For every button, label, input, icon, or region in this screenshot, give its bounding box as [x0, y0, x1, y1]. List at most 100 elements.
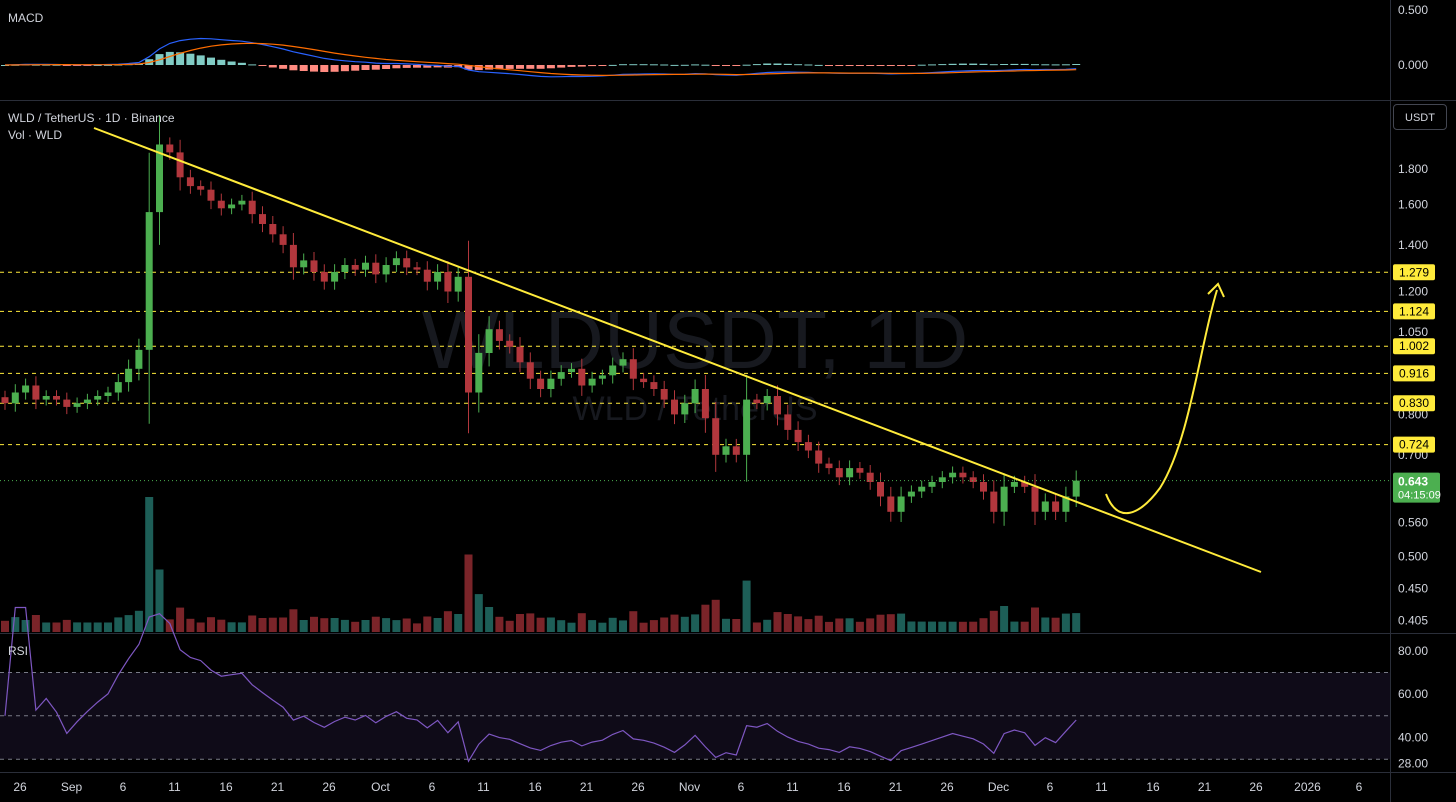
- candle-body: [938, 477, 946, 482]
- price-tick-label: 0.500: [1398, 550, 1428, 564]
- macd-histogram-bar: [711, 65, 720, 66]
- projection-arrow[interactable]: [1105, 289, 1218, 515]
- volume-bar: [1, 620, 9, 632]
- volume-bar: [145, 497, 154, 632]
- volume-bar: [752, 622, 761, 632]
- level-tag-label: 1.279: [1399, 265, 1429, 279]
- candle-body: [11, 392, 19, 404]
- macd-histogram-bar: [649, 64, 658, 66]
- candle-body: [846, 468, 854, 478]
- volume-bar: [258, 618, 267, 632]
- volume-bar: [526, 613, 535, 632]
- descending-trendline[interactable]: [93, 127, 1262, 573]
- volume-bar: [639, 622, 648, 632]
- volume-bar: [814, 615, 823, 632]
- watermark-symbol: WLDUSDT, 1D: [422, 295, 969, 386]
- volume-bar: [773, 612, 782, 632]
- macd-histogram-bar: [217, 59, 226, 65]
- time-tick-label: 26: [940, 780, 954, 794]
- candle-body: [774, 396, 781, 415]
- macd-histogram-bar: [1031, 64, 1039, 66]
- time-tick-label: 6: [738, 780, 745, 794]
- volume-bar: [1041, 617, 1050, 632]
- volume-bar: [1031, 607, 1039, 632]
- volume-bar: [237, 622, 246, 632]
- time-tick-label: 16: [219, 780, 233, 794]
- candle-body: [691, 389, 699, 404]
- volume-bar: [660, 617, 669, 632]
- time-tick-label: 6: [120, 780, 127, 794]
- volume-bar: [928, 621, 936, 632]
- candle-body: [341, 265, 349, 272]
- macd-histogram-bar: [928, 64, 936, 66]
- candle-body: [32, 385, 40, 400]
- candle-body: [382, 265, 390, 275]
- volume-bar: [577, 613, 586, 632]
- candle-body: [712, 418, 720, 455]
- candle-body: [506, 340, 514, 347]
- chart-title[interactable]: WLD / TetherUS · 1D · Binance: [8, 111, 175, 125]
- macd-histogram-bar: [979, 63, 988, 65]
- candle-body: [907, 491, 915, 497]
- time-tick-label: 21: [271, 780, 285, 794]
- volume-bar: [279, 617, 288, 632]
- level-tag-label: 0.830: [1399, 396, 1429, 410]
- time-axis[interactable]: 26 Sep 6 11 16 21 26 Oct 6 11 16 21 26 Nov 6 11 16 21 26 De…: [13, 780, 1362, 794]
- candle-body: [609, 365, 617, 376]
- volume-bar: [845, 618, 854, 632]
- volume-bar: [176, 607, 185, 632]
- macd-tick-label: 0.500: [1398, 3, 1428, 17]
- level-tag: [1393, 264, 1435, 281]
- rsi-tick-label: 28.00: [1398, 757, 1428, 771]
- macd-histogram-bar: [320, 65, 329, 72]
- time-tick-label: 6: [1356, 780, 1363, 794]
- candle-body: [732, 446, 740, 455]
- volume-bar: [93, 622, 102, 632]
- macd-histogram-bar: [752, 64, 761, 66]
- volume-bar: [680, 616, 689, 632]
- volume-bar: [536, 617, 545, 632]
- candle-body: [619, 359, 627, 366]
- macd-histogram-bar: [526, 65, 535, 69]
- volume-bar: [608, 617, 617, 632]
- volume-bar: [958, 621, 967, 632]
- volume-bar: [619, 620, 627, 632]
- price-axis[interactable]: 1.8001.6001.4001.2001.0500.8000.7000.560…: [1398, 162, 1428, 628]
- candle-body: [289, 244, 297, 268]
- candle-body: [454, 276, 462, 292]
- macd-histogram-bar: [814, 64, 823, 66]
- macd-histogram-bar: [897, 65, 906, 66]
- macd-histogram-bar: [176, 52, 185, 65]
- candle-body: [156, 144, 163, 213]
- volume-bar: [1000, 606, 1009, 632]
- candle-body: [434, 272, 442, 282]
- level-price-tags: 1.279 1.124 1.002 0.916 0.830 0.724: [1393, 264, 1435, 453]
- candle-body: [815, 450, 823, 464]
- macd-histogram-bar: [351, 65, 360, 71]
- macd-histogram-bar: [402, 65, 411, 68]
- macd-histogram-bar: [917, 64, 926, 66]
- volume-bar: [742, 580, 751, 632]
- macd-axis: 0.500 0.000: [1398, 3, 1428, 72]
- volume-bar: [1051, 617, 1060, 632]
- bar-countdown: 04:15:09: [1398, 490, 1441, 502]
- candle-body: [629, 359, 637, 379]
- rsi-tick-label: 60.00: [1398, 687, 1428, 701]
- candle-body: [104, 392, 112, 396]
- macd-histogram-bar: [1010, 63, 1019, 65]
- candle-body: [331, 272, 339, 282]
- time-tick-label: 6: [429, 780, 436, 794]
- candle-body: [1010, 482, 1018, 487]
- volume-bar: [310, 616, 318, 632]
- candle-body: [372, 262, 380, 275]
- candle-body: [547, 378, 555, 389]
- volume-bar: [763, 619, 772, 632]
- volume-bar: [804, 619, 813, 632]
- price-tick-label: 1.600: [1398, 198, 1428, 212]
- currency-unit-button[interactable]: USDT: [1393, 104, 1447, 130]
- volume-label[interactable]: Vol · WLD: [8, 128, 62, 142]
- candle-body: [990, 491, 998, 512]
- candle-body: [784, 414, 792, 430]
- macd-histogram-bar: [989, 64, 998, 66]
